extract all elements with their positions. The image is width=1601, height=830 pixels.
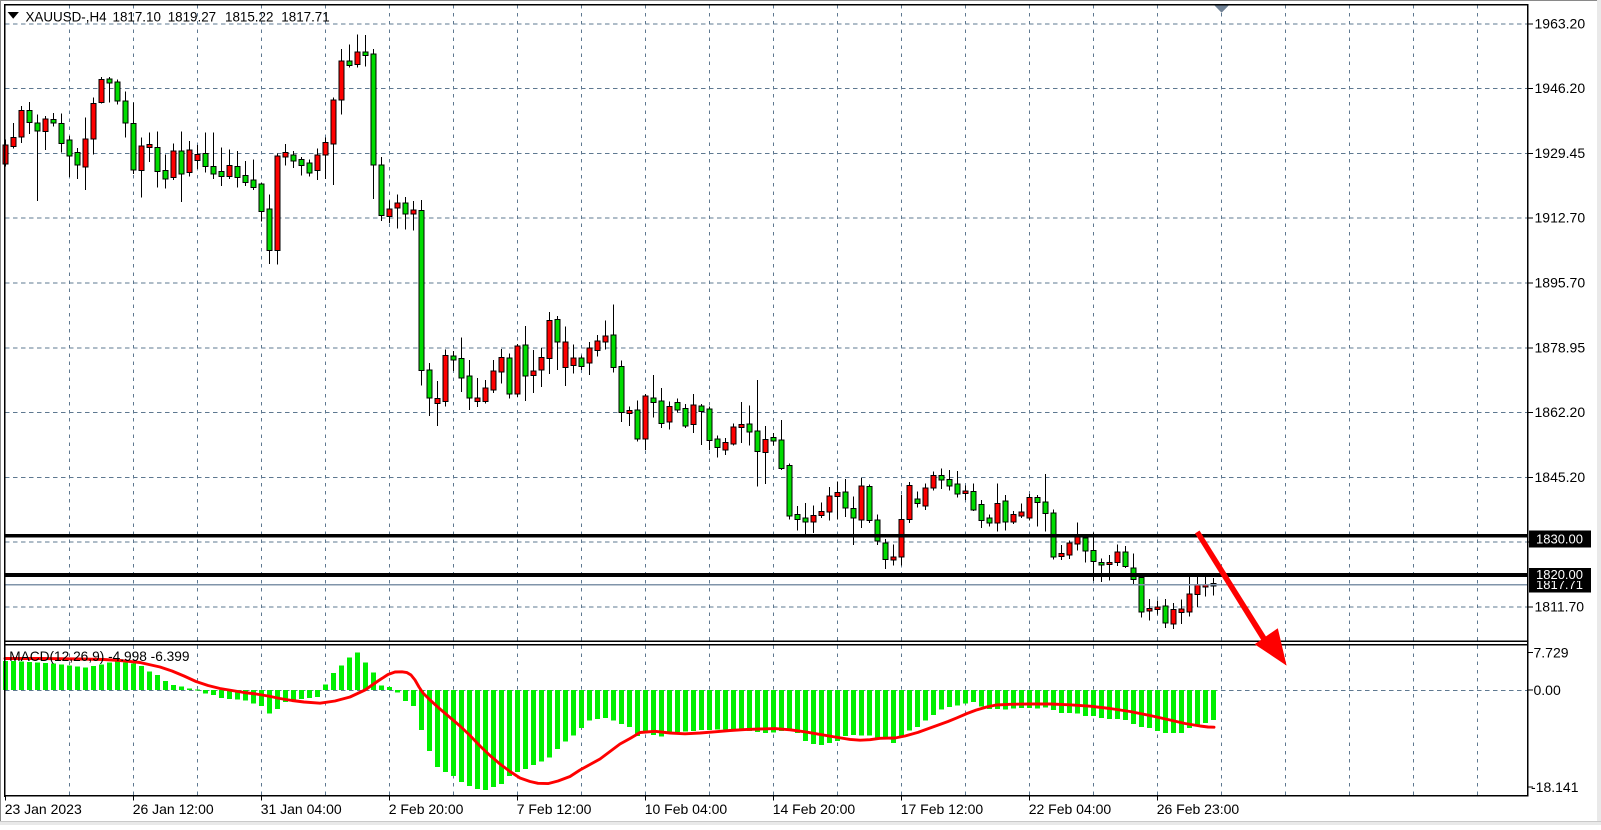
svg-text:22 Feb 04:00: 22 Feb 04:00: [1029, 801, 1112, 817]
svg-text:-18.141: -18.141: [1531, 779, 1579, 795]
svg-text:1817.10: 1817.10: [113, 10, 161, 25]
svg-text:1817.71: 1817.71: [281, 10, 329, 25]
svg-text:23 Jan 2023: 23 Jan 2023: [5, 801, 82, 817]
svg-text:1862.20: 1862.20: [1535, 404, 1586, 420]
svg-text:1820.00: 1820.00: [1536, 567, 1583, 582]
svg-text:1878.95: 1878.95: [1535, 339, 1586, 355]
svg-text:1845.20: 1845.20: [1535, 469, 1586, 485]
svg-text:7.729: 7.729: [1534, 645, 1569, 661]
svg-text:2 Feb 20:00: 2 Feb 20:00: [389, 801, 464, 817]
svg-text:1815.22: 1815.22: [225, 10, 273, 25]
svg-text:1963.20: 1963.20: [1535, 15, 1586, 31]
svg-text:31 Jan 04:00: 31 Jan 04:00: [261, 801, 342, 817]
svg-text:1946.20: 1946.20: [1535, 80, 1586, 96]
svg-text:26 Jan 12:00: 26 Jan 12:00: [133, 801, 214, 817]
svg-text:7 Feb 12:00: 7 Feb 12:00: [517, 801, 592, 817]
svg-text:26 Feb 23:00: 26 Feb 23:00: [1157, 801, 1240, 817]
svg-text:XAUUSD-,H4: XAUUSD-,H4: [26, 10, 108, 25]
svg-text:0.00: 0.00: [1534, 682, 1561, 698]
svg-text:1811.70: 1811.70: [1535, 599, 1585, 615]
svg-text:1895.70: 1895.70: [1535, 275, 1586, 291]
svg-text:1830.00: 1830.00: [1536, 531, 1583, 546]
svg-text:10 Feb 04:00: 10 Feb 04:00: [645, 801, 728, 817]
svg-text:14 Feb 20:00: 14 Feb 20:00: [773, 801, 856, 817]
svg-text:1819.27: 1819.27: [168, 10, 216, 25]
svg-text:MACD(12,26,9) -4.998 -6.399: MACD(12,26,9) -4.998 -6.399: [9, 649, 189, 664]
svg-text:1912.70: 1912.70: [1535, 210, 1586, 226]
svg-text:17 Feb 12:00: 17 Feb 12:00: [901, 801, 984, 817]
svg-text:1929.45: 1929.45: [1535, 145, 1586, 161]
